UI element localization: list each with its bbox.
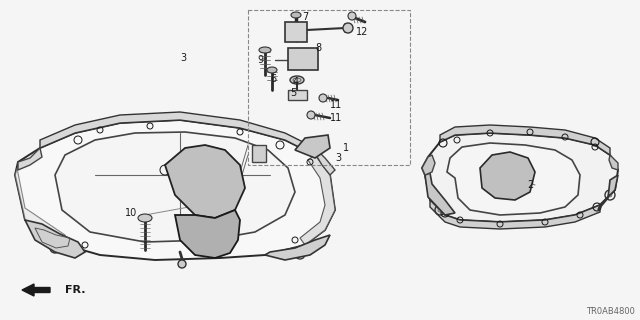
Polygon shape bbox=[265, 235, 330, 260]
Ellipse shape bbox=[343, 23, 353, 33]
Text: 10: 10 bbox=[125, 208, 137, 218]
Text: 3: 3 bbox=[335, 153, 341, 163]
Text: TR0AB4800: TR0AB4800 bbox=[586, 308, 635, 316]
Ellipse shape bbox=[307, 111, 315, 119]
Text: 5: 5 bbox=[290, 88, 296, 98]
Ellipse shape bbox=[259, 47, 271, 53]
Polygon shape bbox=[425, 173, 455, 215]
Polygon shape bbox=[598, 175, 618, 210]
Polygon shape bbox=[288, 90, 307, 100]
Text: 11: 11 bbox=[330, 113, 342, 123]
Text: 11: 11 bbox=[330, 100, 342, 110]
Ellipse shape bbox=[138, 214, 152, 222]
Polygon shape bbox=[165, 145, 245, 218]
Polygon shape bbox=[430, 200, 600, 229]
Polygon shape bbox=[252, 145, 266, 162]
Polygon shape bbox=[447, 143, 580, 215]
Polygon shape bbox=[15, 168, 65, 245]
Ellipse shape bbox=[506, 174, 514, 182]
Ellipse shape bbox=[178, 260, 186, 268]
Polygon shape bbox=[40, 112, 315, 155]
Ellipse shape bbox=[53, 246, 57, 250]
Text: 8: 8 bbox=[315, 43, 321, 53]
Text: 9: 9 bbox=[257, 55, 263, 65]
Text: 7: 7 bbox=[302, 12, 308, 22]
Polygon shape bbox=[440, 125, 610, 155]
Text: FR.: FR. bbox=[65, 285, 86, 295]
Polygon shape bbox=[288, 48, 318, 70]
Ellipse shape bbox=[298, 252, 302, 256]
FancyArrow shape bbox=[22, 284, 50, 296]
Polygon shape bbox=[295, 135, 330, 158]
Ellipse shape bbox=[348, 12, 356, 20]
Ellipse shape bbox=[291, 12, 301, 18]
Ellipse shape bbox=[257, 153, 261, 157]
Text: 3: 3 bbox=[180, 53, 186, 63]
Text: 6: 6 bbox=[270, 74, 276, 84]
Polygon shape bbox=[55, 132, 295, 242]
Ellipse shape bbox=[290, 76, 304, 84]
Polygon shape bbox=[422, 133, 618, 222]
Ellipse shape bbox=[438, 208, 442, 212]
Text: 12: 12 bbox=[356, 27, 368, 37]
Text: 1: 1 bbox=[343, 143, 349, 153]
Ellipse shape bbox=[267, 67, 277, 73]
Text: 4: 4 bbox=[293, 77, 299, 87]
Polygon shape bbox=[480, 152, 535, 200]
Polygon shape bbox=[285, 22, 307, 42]
Polygon shape bbox=[300, 155, 335, 245]
Ellipse shape bbox=[608, 193, 612, 197]
Polygon shape bbox=[175, 210, 240, 258]
Polygon shape bbox=[422, 155, 435, 175]
Polygon shape bbox=[609, 155, 618, 170]
Polygon shape bbox=[18, 148, 42, 170]
Polygon shape bbox=[15, 120, 335, 260]
Ellipse shape bbox=[319, 94, 327, 102]
Polygon shape bbox=[25, 220, 85, 258]
Polygon shape bbox=[315, 148, 335, 175]
Text: 2: 2 bbox=[527, 180, 533, 190]
